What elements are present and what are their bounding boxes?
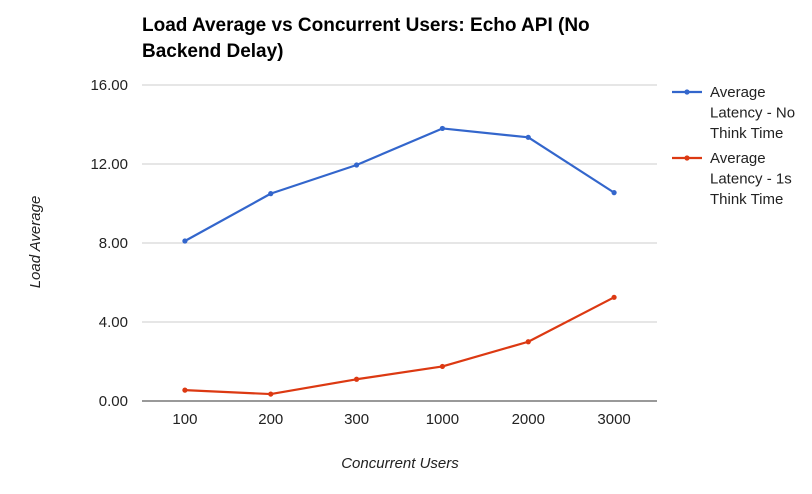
series-layer [182, 125, 617, 397]
legend-label: Average [710, 150, 766, 167]
y-axis-ticks: 0.00 4.00 8.00 12.00 16.00 [90, 77, 128, 410]
chart-title-line-2: Backend Delay) [142, 41, 284, 62]
x-tick-label: 300 [344, 411, 369, 428]
y-tick-label: 8.00 [99, 235, 128, 252]
series-1 [182, 125, 617, 244]
series-line [184, 296, 615, 396]
y-axis-title: Load Average [27, 196, 44, 289]
x-tick-label: 200 [258, 411, 283, 428]
y-tick-label: 0.00 [99, 393, 128, 410]
legend-point-swatch [684, 89, 690, 95]
x-axis-ticks: 100 200 300 1000 2000 3000 [172, 411, 630, 428]
legend-entry: Average Latency - No Think Time [672, 84, 795, 142]
data-point [353, 162, 360, 168]
chart-title-line-1: Load Average vs Concurrent Users: Echo A… [142, 15, 590, 36]
legend-point-swatch [684, 155, 690, 161]
y-tick-label: 16.00 [90, 77, 128, 94]
x-axis-title: Concurrent Users [341, 455, 459, 472]
x-tick-label: 2000 [512, 411, 545, 428]
gridlines [142, 84, 657, 402]
legend: Average Latency - No Think Time Average Late… [672, 84, 795, 208]
data-point [353, 376, 360, 382]
data-point [439, 363, 446, 370]
series-2 [182, 294, 617, 397]
chart-title: Load Average vs Concurrent Users: Echo A… [142, 15, 590, 62]
data-point [525, 134, 531, 140]
data-point [182, 238, 188, 244]
series-line [184, 127, 615, 242]
legend-label: Average [710, 84, 766, 101]
data-point [611, 190, 617, 196]
x-tick-label: 1000 [426, 411, 459, 428]
data-point [611, 294, 617, 300]
x-tick-label: 3000 [597, 411, 630, 428]
x-tick-label: 100 [172, 411, 197, 428]
legend-label: Latency - No [710, 105, 795, 122]
data-point [268, 391, 274, 397]
y-tick-label: 12.00 [90, 156, 128, 173]
data-point [268, 191, 274, 197]
legend-entry: Average Latency - 1s Think Time [672, 150, 792, 208]
legend-label: Think Time [710, 125, 783, 142]
legend-label: Think Time [710, 191, 783, 208]
data-point [439, 125, 446, 132]
data-point [182, 387, 188, 393]
y-tick-label: 4.00 [99, 314, 128, 331]
legend-label: Latency - 1s [710, 171, 792, 188]
data-point [525, 339, 531, 345]
